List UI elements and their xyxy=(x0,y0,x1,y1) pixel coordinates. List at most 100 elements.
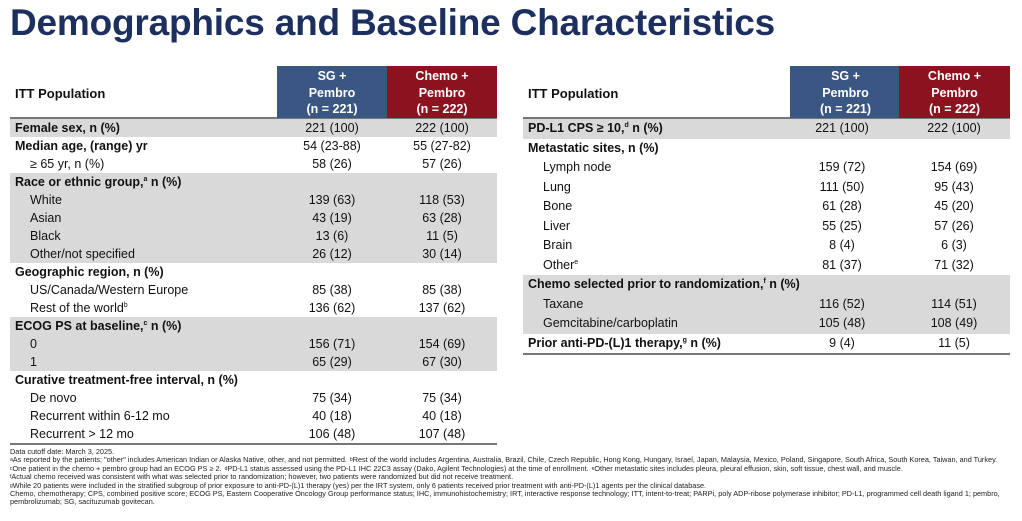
chemo-pembro-value: 40 (18) xyxy=(422,409,462,423)
row-label: ECOG PS at baseline,c n (%) xyxy=(15,317,181,335)
footnote-text: Actual chemo received was consistent wit… xyxy=(11,472,514,482)
sg-pembro-value: 61 (28) xyxy=(822,199,862,213)
chemo-pembro-value: 114 (51) xyxy=(931,296,977,311)
row-label: PD-L1 CPS ≥ 10,d n (%) xyxy=(528,119,663,139)
chemo-pembro-value: 75 (34) xyxy=(422,391,462,405)
row-label: Race or ethnic group,a n (%) xyxy=(15,173,181,191)
row-label: Metastatic sites, n (%) xyxy=(528,139,659,159)
chemo-pembro-value: 6 (3) xyxy=(941,238,967,252)
table-row: Chemo selected prior to randomization,f … xyxy=(523,275,1010,295)
chemo-pembro-value: 57 (26) xyxy=(934,218,974,233)
sg-pembro-value: 81 (37) xyxy=(822,257,862,272)
footnote-marker: e xyxy=(574,258,579,266)
row-label-suffix: n (%) xyxy=(147,319,182,333)
row-label: Othere xyxy=(543,256,578,276)
row-label-text: Brain xyxy=(543,238,573,252)
row-label-text: Taxane xyxy=(543,296,584,311)
row-label-text: US/Canada/Western Europe xyxy=(30,283,189,297)
table-row: Othere 81 (37) 71 (32) xyxy=(523,256,1010,276)
sg-pembro-value: 159 (72) xyxy=(818,160,866,174)
sg-pembro-value: 136 (62) xyxy=(308,301,356,315)
sg-pembro-value: 85 (38) xyxy=(312,283,352,297)
table-row: 0 156 (71) 154 (69) xyxy=(10,335,497,353)
table-row: Liver 55 (25) 57 (26) xyxy=(523,217,1010,237)
table-row: Recurrent > 12 mo 106 (48) 107 (48) xyxy=(10,425,497,443)
sg-pembro-value: 40 (18) xyxy=(312,409,352,423)
sg-pembro-value: 116 (52) xyxy=(819,296,865,311)
chemo-pembro-value: 107 (48) xyxy=(418,427,466,441)
row-label-text: Metastatic sites, n (%) xyxy=(528,140,659,155)
row-label: 0 xyxy=(30,335,37,353)
chemo-pembro-value: 137 (62) xyxy=(418,301,466,315)
row-label-text: PD-L1 CPS ≥ 10, xyxy=(528,121,625,135)
table-header: ITT Population SG + Pembro (n = 221) Chemo… xyxy=(523,65,1010,119)
row-label: Asian xyxy=(30,209,61,227)
row-label: Prior anti-PD-(L)1 therapy,g n (%) xyxy=(528,334,721,354)
row-label-suffix: n (%) xyxy=(765,277,800,291)
footnote-text: As reported by the patients; "other" inc… xyxy=(12,455,347,465)
abbreviations: Chemo, chemotherapy; CPS, combined posit… xyxy=(10,489,1000,507)
table-row: Brain 8 (4) 6 (3) xyxy=(523,236,1010,256)
table-row: Lung 111 (50) 95 (43) xyxy=(523,178,1010,198)
column-header-line: Pembro xyxy=(308,85,356,100)
footnote-marker: g xyxy=(682,336,687,344)
row-label-text: Geographic region, n (%) xyxy=(15,265,164,279)
row-label: Taxane xyxy=(543,295,583,315)
sg-pembro-column-header: SG + Pembro (n = 221) xyxy=(790,66,901,118)
table-row: Median age, (range) yr 54 (23-88) 55 (27-8… xyxy=(10,137,497,155)
footnote-marker: a xyxy=(143,176,148,183)
row-label: De novo xyxy=(30,389,77,407)
chemo-pembro-value: 55 (27-82) xyxy=(413,139,471,153)
row-label-text: Bone xyxy=(543,199,573,213)
sg-pembro-value: 58 (26) xyxy=(312,157,352,171)
sg-pembro-value: 221 (100) xyxy=(815,121,869,135)
row-label: Brain xyxy=(543,236,572,256)
row-label-text: Other xyxy=(543,257,575,272)
table-row: Race or ethnic group,a n (%) xyxy=(10,173,497,191)
row-label-text: ≥ 65 yr, n (%) xyxy=(30,157,105,171)
left-table: ITT Population SG + Pembro (n = 221) Chemo… xyxy=(10,65,497,445)
table-row: White 139 (63) 118 (53) xyxy=(10,191,497,209)
footnote-marker: c xyxy=(143,320,148,327)
row-label-text: 0 xyxy=(30,337,37,351)
footnote-marker: e xyxy=(591,465,595,472)
row-label: Lymph node xyxy=(543,158,611,178)
row-label-text: ECOG PS at baseline, xyxy=(15,319,144,333)
sg-pembro-value: 54 (23-88) xyxy=(303,139,361,153)
footnote-marker: f xyxy=(763,278,766,285)
chemo-pembro-value: 71 (32) xyxy=(934,257,974,272)
row-label-suffix: n (%) xyxy=(147,175,182,189)
row-label-text: Lung xyxy=(543,179,571,194)
row-label-suffix: n (%) xyxy=(628,121,663,135)
table-row: Female sex, n (%) 221 (100) 222 (100) xyxy=(10,119,497,137)
row-label: Black xyxy=(30,227,61,245)
column-header-line: (n = 221) xyxy=(819,102,872,116)
sg-pembro-value: 105 (48) xyxy=(818,316,866,330)
row-label: Curative treatment-free interval, n (%) xyxy=(15,371,238,389)
row-label-text: De novo xyxy=(30,391,77,405)
sg-pembro-value: 156 (71) xyxy=(308,337,356,351)
table-body: Female sex, n (%) 221 (100) 222 (100) Media… xyxy=(10,119,497,445)
row-label-text: Other/not specified xyxy=(30,247,135,261)
footnote-text: Rest of the world includes Argentina, Au… xyxy=(352,455,998,465)
row-label: Recurrent > 12 mo xyxy=(30,425,134,443)
data-cutoff: Data cutoff date: March 3, 2025. xyxy=(10,447,115,456)
table-row: Prior anti-PD-(L)1 therapy,g n (%) 9 (4) 1… xyxy=(523,334,1010,354)
row-label: Bone xyxy=(543,197,572,217)
column-header-line: Chemo + xyxy=(415,69,469,83)
footnote: cOne patient in the chemo + pembro group… xyxy=(10,464,222,473)
table-row: ECOG PS at baseline,c n (%) xyxy=(10,317,497,335)
table-row: ≥ 65 yr, n (%) 58 (26) 57 (26) xyxy=(10,155,497,173)
table-row: Black 13 (6) 11 (5) xyxy=(10,227,497,245)
chemo-pembro-value: 30 (14) xyxy=(422,247,462,261)
population-label: ITT Population xyxy=(15,86,106,101)
population-label: ITT Population xyxy=(528,86,619,101)
footnote: eOther metastatic sites includes pleura,… xyxy=(591,464,903,473)
page-title: Demographics and Baseline Characteristic… xyxy=(10,2,775,43)
table-row: Other/not specified 26 (12) 30 (14) xyxy=(10,245,497,263)
row-label-text: Asian xyxy=(30,211,62,225)
row-label: Median age, (range) yr xyxy=(15,137,148,155)
chemo-pembro-value: 11 (5) xyxy=(426,229,458,243)
row-label: Other/not specified xyxy=(30,245,135,263)
sg-pembro-value: 8 (4) xyxy=(829,238,855,252)
